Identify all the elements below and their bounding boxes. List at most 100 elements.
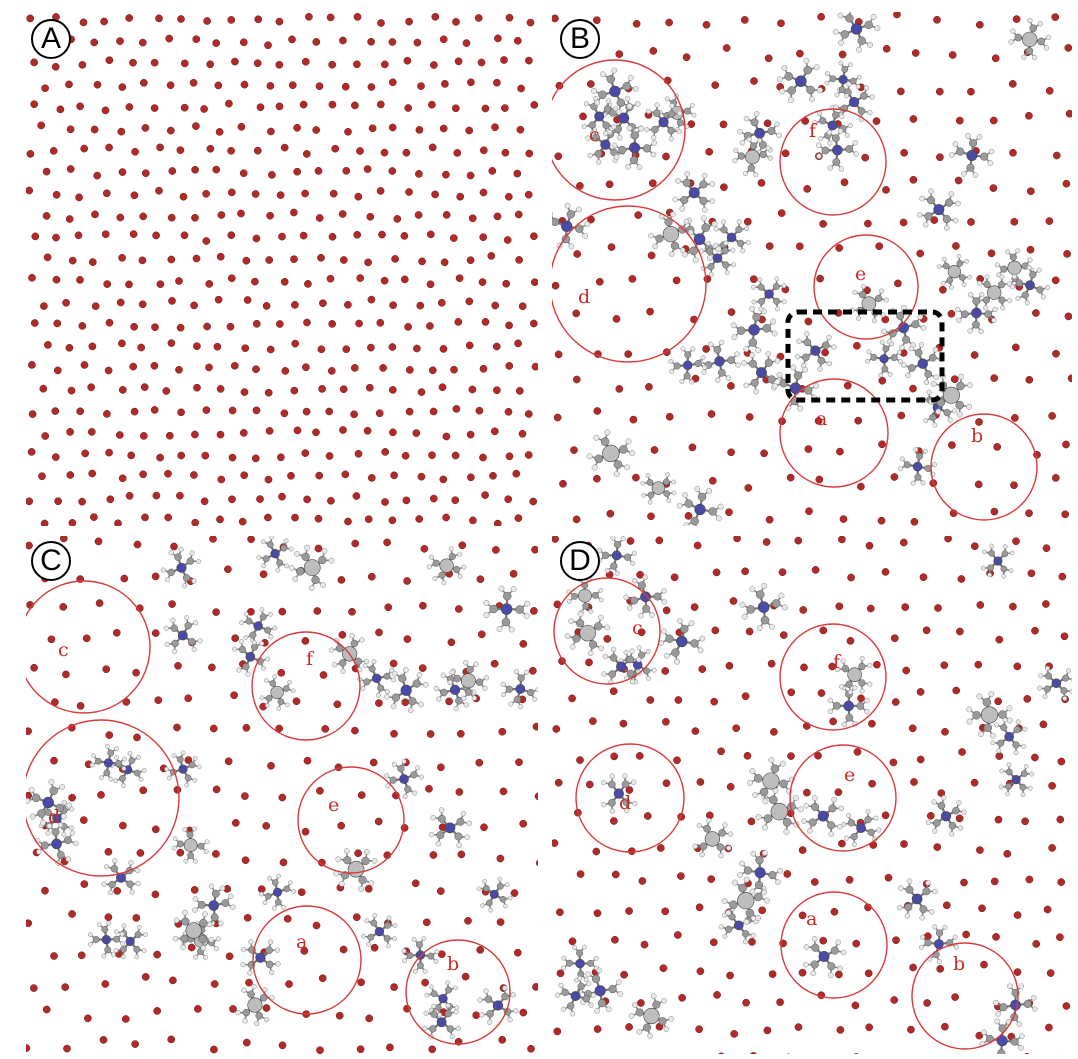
oxygen-atom (102, 665, 111, 674)
oxygen-atom (705, 811, 714, 820)
oxygen-atom (29, 984, 38, 992)
oxygen-lattice (552, 12, 1072, 526)
oxygen-atom (907, 1025, 915, 1034)
oxygen-atom (378, 230, 386, 239)
oxygen-atom (916, 249, 925, 258)
oxygen-atom (168, 167, 177, 175)
oxygen-atom (524, 410, 533, 418)
oxygen-atom (881, 568, 890, 576)
oxygen-atom (53, 319, 62, 328)
oxygen-atom (930, 216, 939, 224)
oxygen-atom (167, 213, 176, 222)
oxygen-atom (375, 409, 384, 418)
oxygen-atom (91, 302, 100, 311)
oxygen-atom (974, 480, 983, 489)
oxygen-atom (449, 234, 458, 242)
oxygen-atom (302, 407, 311, 416)
oxygen-atom (65, 80, 73, 89)
oxygen-atom (355, 319, 363, 328)
oxygen-atom (937, 789, 946, 797)
oxygen-atom (815, 475, 824, 484)
oxygen-atom (615, 385, 624, 393)
oxygen-atom (742, 998, 750, 1007)
oxygen-atom (40, 519, 49, 526)
oxygen-atom (592, 847, 601, 856)
molecule (954, 291, 998, 335)
molecule (601, 773, 638, 814)
oxygen-atom (426, 280, 435, 289)
oxygen-atom (52, 233, 60, 242)
oxygen-atom (665, 18, 673, 27)
oxygen-atom (151, 629, 160, 637)
oxygen-atom (304, 280, 312, 288)
oxygen-atom (341, 82, 350, 91)
oxygen-atom (217, 475, 226, 484)
oxygen-atom (645, 383, 653, 391)
oxygen-atom (280, 143, 289, 152)
oxygen-atom (450, 365, 458, 374)
oxygen-atom (525, 149, 534, 158)
oxygen-atom (468, 385, 477, 394)
molecule (676, 486, 724, 526)
oxygen-atom (141, 124, 150, 132)
oxygen-atom (226, 322, 235, 331)
oxygen-atom (586, 80, 595, 88)
oxygen-atom (82, 634, 91, 643)
region-circle-c (26, 580, 151, 714)
oxygen-atom (518, 302, 527, 311)
molecule (732, 136, 773, 178)
oxygen-atom (819, 626, 828, 635)
oxygen-atom (593, 1025, 602, 1033)
oxygen-atom (119, 821, 127, 830)
oxygen-atom (26, 150, 35, 158)
molecule (576, 967, 624, 1014)
oxygen-atom (990, 507, 999, 516)
oxygen-atom (529, 497, 538, 506)
oxygen-atom (987, 249, 996, 258)
oxygen-atom (105, 143, 113, 152)
oxygen-atom (992, 933, 1000, 941)
oxygen-atom (429, 851, 438, 859)
oxygen-atom (164, 513, 173, 522)
oxygen-atom (26, 14, 35, 23)
oxygen-atom (889, 758, 898, 767)
oxygen-atom (328, 320, 337, 328)
oxygen-atom (776, 998, 784, 1007)
oxygen-atom (302, 150, 311, 158)
oxygen-atom (245, 978, 253, 987)
oxygen-atom (44, 341, 52, 349)
oxygen-atom (264, 388, 273, 397)
oxygen-atom (210, 980, 219, 988)
oxygen-atom (1062, 440, 1070, 449)
oxygen-atom (933, 15, 941, 24)
oxygen-atom (462, 39, 471, 47)
oxygen-atom (252, 406, 261, 415)
oxygen-atom (177, 15, 185, 23)
oxygen-atom (611, 870, 620, 879)
oxygen-atom (100, 17, 108, 26)
oxygen-atom (909, 175, 918, 184)
oxygen-atom (558, 657, 566, 665)
oxygen-atom (585, 658, 593, 667)
oxygen-atom (150, 406, 159, 414)
region-letter-f: f (306, 648, 315, 670)
region-circle-f (779, 623, 887, 731)
oxygen-atom (529, 319, 538, 328)
oxygen-atom (425, 784, 433, 793)
oxygen-atom (819, 220, 827, 228)
molecule (171, 826, 210, 864)
oxygen-atom (707, 875, 716, 883)
oxygen-atom (868, 719, 876, 728)
molecule (476, 876, 513, 913)
oxygen-atom (243, 296, 252, 304)
oxygen-atom (454, 57, 463, 66)
molecule (916, 188, 961, 231)
oxygen-atom (59, 536, 68, 543)
oxygen-atom (835, 602, 844, 611)
oxygen-atom (610, 752, 619, 761)
oxygen-atom (214, 295, 223, 304)
oxygen-atom (805, 507, 813, 516)
oxygen-atom (741, 692, 750, 701)
oxygen-atom (479, 146, 488, 155)
region-letter-b: b (971, 425, 983, 447)
